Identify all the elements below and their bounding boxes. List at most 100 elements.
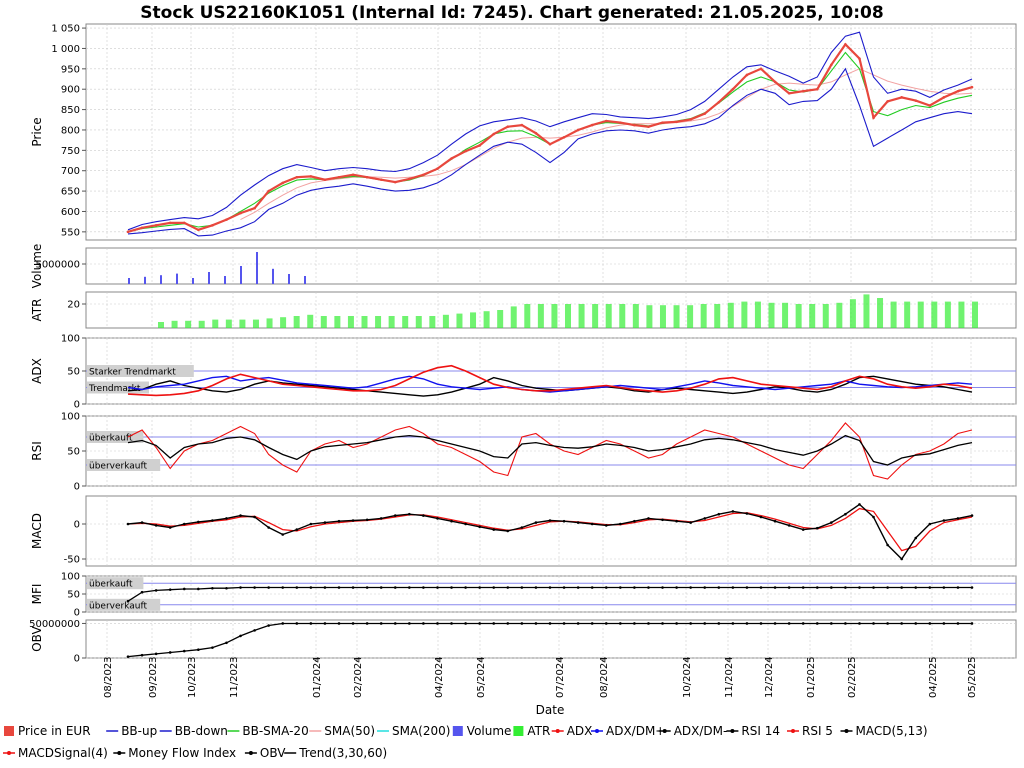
series-macd-point-39 [675,519,678,523]
ylabel-mfi: MFI [30,584,44,605]
series-price-point-30 [548,142,552,146]
series-obv-point-0 [126,655,130,658]
legend-label-1: BB-up [121,724,157,738]
atr-bar-27 [524,304,531,328]
series-price-point-32 [576,128,580,132]
series-mfi-point-3 [168,588,172,591]
series-price-point-40 [689,118,692,121]
atr-bar-42 [727,302,734,328]
ylabel-rsi: RSI [30,441,44,461]
series-price-point-52 [858,57,861,60]
panel-frame-atr [85,291,1017,329]
legend-marker-8 [555,729,560,733]
xtick-label-12: 12/2024 [764,656,775,698]
series-price-point-6 [211,224,214,227]
atr-bar-17 [388,316,395,328]
atr-bar-53 [877,298,884,328]
ytick-label-obv-1: 50000000 [29,619,80,630]
legend-item-0: Price in EUR [4,724,91,738]
series-obv-point-41 [703,622,707,625]
series-obv-point-59 [956,622,960,625]
legend-marker-16 [248,751,253,755]
series-obv-point-3 [168,651,172,654]
series-macd-point-56 [914,536,918,540]
ytick-label-price-0: 550 [61,227,80,238]
atr-bar-20 [429,316,436,328]
volume-bar-6 [224,276,226,284]
series-obv-point-34 [604,622,608,625]
atr-bar-36 [646,305,653,328]
series-mfi-point-43 [731,586,735,589]
series-macd-point-31 [562,519,566,523]
legend-label-10: ADX/DM- [674,724,728,738]
ytick-label-price-7: 900 [61,85,80,96]
atr-bar-22 [456,313,463,328]
ytick-label-price-8: 950 [61,64,80,75]
legend-item-16: OBV [244,746,286,760]
series-obv-point-50 [830,622,833,625]
series-obv-point-31 [562,622,566,625]
series-price-point-50 [830,63,833,67]
atr-bar-3 [198,320,205,328]
legend-item-2: BB-down [159,724,228,738]
ytick-label-mfi-0: 0 [74,608,80,619]
series-mfi-point-2 [154,589,158,592]
series-price-point-23 [450,157,453,160]
series-macd-point-13 [309,522,313,526]
panel-macd: -50 0 MACD [30,495,1017,567]
series-mfi-point-14 [323,586,327,589]
xtick-label-11: 11/2024 [724,656,735,698]
series-macd-point-5 [197,520,200,524]
atr-bar-40 [700,304,707,328]
series-macd-point-8 [239,514,242,517]
legend-item-13: MACD(5,13) [840,724,928,738]
series-price-point-10 [267,189,270,193]
ytick-label-macd-1: 0 [74,520,80,531]
series-price-point-39 [675,120,678,124]
ytick-label-price-5: 800 [61,125,80,136]
series-mfi-point-19 [393,586,397,589]
series-macd-point-26 [492,528,496,531]
series-macd-point-16 [351,519,355,522]
chart-title: Stock US22160K1051 (Internal Id: 7245). … [140,3,883,23]
x-axis: 08/2023 09/2023 10/2023 11/2023 01/2024 02/20… [103,656,978,698]
series-obv-point-33 [590,622,594,625]
legend-item-15: Money Flow Index [113,746,236,760]
band-label-adx-1: Trendmarkt [88,384,141,394]
series-mfi-point-23 [450,586,453,589]
atr-bar-14 [347,316,354,328]
legend-item-14: MACDSignal(4) [3,746,108,760]
xtick-label-3: 11/2023 [229,656,240,698]
series-mfi-point-27 [506,586,510,589]
ytick-label-price-4: 750 [61,146,80,157]
series-mfi-point-46 [773,586,777,589]
series-macd-point-19 [393,514,397,517]
legend-label-9: ADX/DM+ [606,724,665,738]
ytick-label-price-1: 600 [61,207,80,218]
series-macd-point-23 [450,519,453,523]
atr-bar-10 [293,316,300,328]
series-macd-point-4 [182,522,186,526]
series-mfi-point-0 [126,599,130,603]
series-mfi-point-34 [604,586,608,589]
atr-bar-44 [754,301,761,328]
xtick-label-4: 01/2024 [312,656,323,698]
series-macd-point-50 [830,521,833,524]
band-label-mfi-1: überverkauft [89,601,148,611]
series-mfi-point-16 [351,586,355,589]
atr-bar-35 [632,304,639,328]
series-price-point-57 [928,104,932,107]
series-price-point-60 [970,85,974,89]
legend: Price in EUR BB-up BB-down BB-SMA-20 SMA(50)… [3,724,928,760]
atr-bar-4 [212,319,219,328]
series-macd-point-33 [590,522,594,526]
series-mfi-point-53 [872,586,875,589]
atr-bar-1 [171,320,178,328]
legend-label-15: Money Flow Index [128,746,236,760]
series-price-point-35 [619,121,622,124]
xtick-label-0: 08/2023 [103,656,114,698]
series-mfi-point-30 [548,586,552,589]
ylabel-atr: ATR [30,299,44,322]
series-mfi-point-37 [647,586,650,589]
